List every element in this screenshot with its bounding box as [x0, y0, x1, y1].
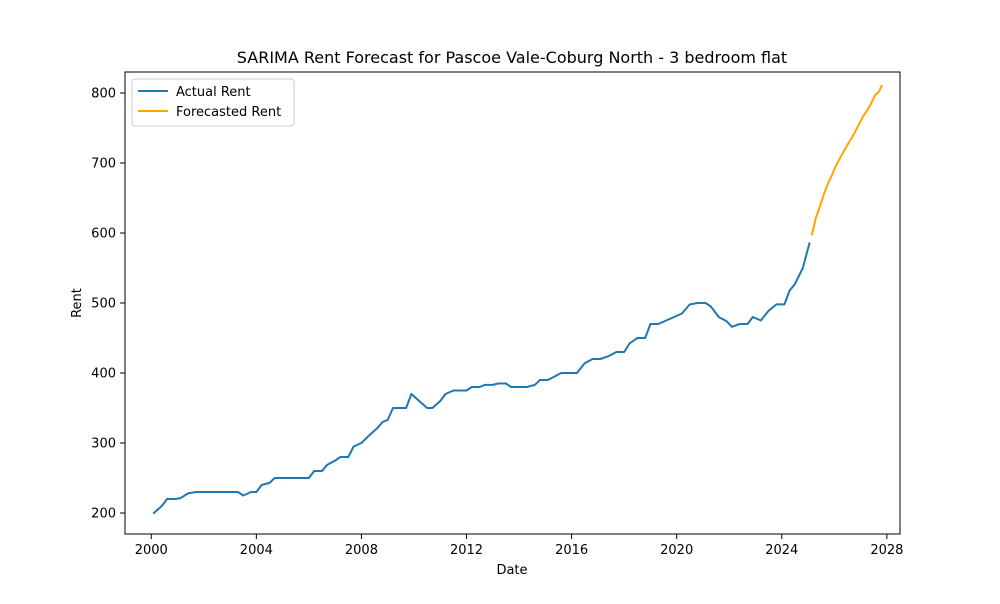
- y-tick-label-600: 600: [91, 227, 116, 242]
- legend-label-actual-rent: Actual Rent: [176, 85, 251, 100]
- series-layer: [152, 84, 883, 515]
- series-line-forecasted-rent: [810, 84, 883, 236]
- y-tick-label-800: 800: [91, 87, 116, 102]
- legend-box: [131, 78, 295, 127]
- y-axis-label: Rent: [70, 288, 85, 318]
- x-axis-label: Date: [496, 563, 527, 578]
- x-tick-label-2028: 2028: [870, 543, 903, 558]
- series-line-actual-rent: [152, 242, 811, 515]
- y-tick-label-500: 500: [91, 297, 116, 312]
- y-tick-label-400: 400: [91, 367, 116, 382]
- y-tick-label-300: 300: [91, 437, 116, 452]
- legend: Actual Rent Forecasted Rent: [131, 78, 295, 127]
- x-tick-label-2000: 2000: [135, 543, 168, 558]
- y-tick-label-700: 700: [91, 157, 116, 172]
- x-tick-label-2016: 2016: [555, 543, 588, 558]
- x-axis-ticks: 2000 2004 2008 2012 2016 2020 2024 2028: [135, 534, 903, 558]
- x-tick-label-2024: 2024: [765, 543, 798, 558]
- y-axis-ticks: 200 300 400 500 600 700 800: [91, 87, 125, 522]
- x-tick-label-2008: 2008: [345, 543, 378, 558]
- chart-title: SARIMA Rent Forecast for Pascoe Vale-Cob…: [237, 48, 787, 67]
- y-tick-label-200: 200: [91, 507, 116, 522]
- plot-frame: [124, 71, 901, 535]
- x-tick-label-2020: 2020: [660, 543, 693, 558]
- x-tick-label-2004: 2004: [240, 543, 273, 558]
- x-tick-label-2012: 2012: [450, 543, 483, 558]
- legend-label-forecasted-rent: Forecasted Rent: [176, 105, 281, 120]
